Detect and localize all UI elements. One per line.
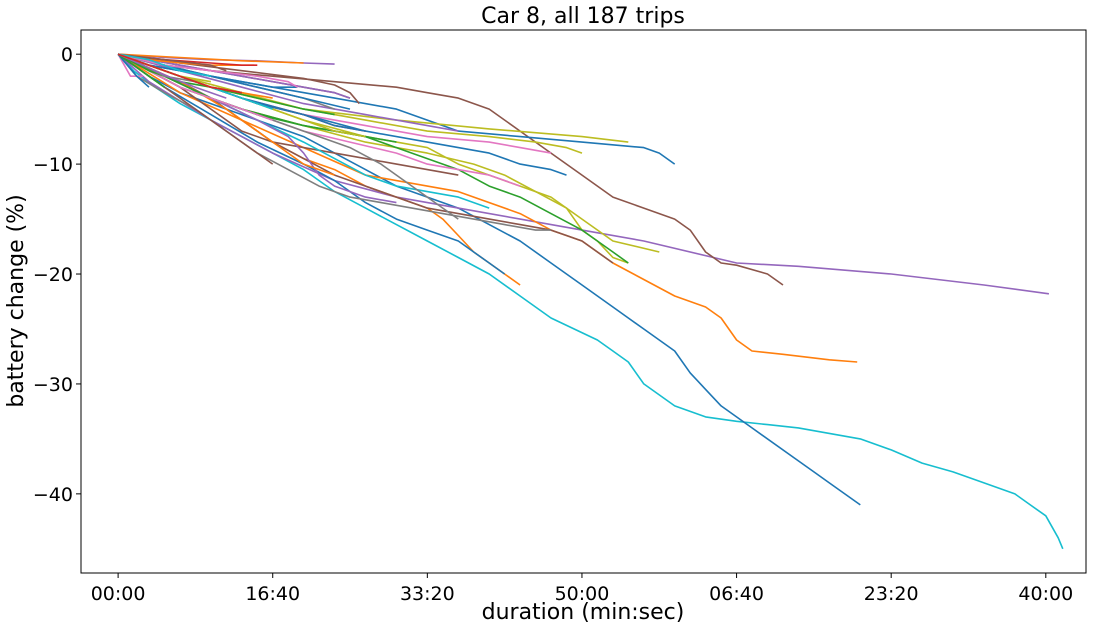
trip-line-23	[117, 53, 335, 176]
trip-line-12	[117, 53, 629, 264]
x-tick-label: 00:00	[91, 583, 146, 605]
trip-line-46	[118, 53, 227, 72]
x-tick-label: 16:40	[245, 583, 300, 605]
trip-line-3	[117, 53, 1050, 295]
chart-title: Car 8, all 187 trips	[481, 4, 685, 29]
y-tick-label: −30	[33, 374, 73, 396]
trip-line-49	[117, 53, 212, 77]
trip-line-54	[117, 53, 242, 94]
x-tick-label: 33:20	[400, 583, 455, 605]
trip-line-52	[117, 53, 165, 88]
trip-line-20	[117, 53, 583, 154]
y-axis: 0 −10 −20 −30 −40	[33, 44, 81, 506]
x-tick-label: 40:00	[1018, 583, 1073, 605]
trip-line-45	[118, 53, 304, 64]
x-tick-label: 23:20	[864, 583, 919, 605]
x-axis-label: duration (min:sec)	[482, 600, 685, 625]
y-tick-label: −40	[33, 484, 73, 506]
trip-line-36	[117, 53, 351, 99]
x-tick-label: 50:00	[555, 583, 610, 605]
trip-line-14	[117, 53, 551, 231]
plot-area-frame	[80, 29, 1087, 574]
trip-line-53	[117, 53, 227, 99]
y-tick-label: −20	[33, 264, 73, 286]
series-layer	[117, 53, 1064, 550]
y-tick-label: −10	[33, 154, 73, 176]
trip-line-41	[117, 53, 298, 88]
y-axis-label: battery change (%)	[4, 194, 29, 407]
trip-line-8	[117, 53, 506, 275]
x-tick-label: 06:40	[709, 583, 764, 605]
trip-line-51	[117, 53, 150, 88]
x-axis: 00:00 16:40 33:20 50:00 06:40 23:20 40:00	[91, 573, 1073, 605]
trip-line-2	[117, 53, 861, 506]
y-tick-label: 0	[61, 44, 73, 66]
